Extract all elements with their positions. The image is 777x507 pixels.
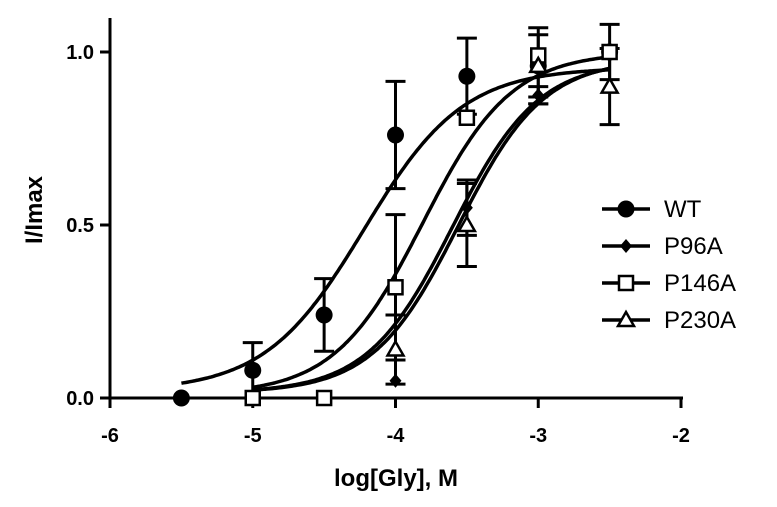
- data-point-p230a: [456, 214, 478, 233]
- legend-label-p146a: P146A: [664, 270, 736, 297]
- data-point-p146a: [315, 389, 333, 407]
- x-tick-label: -2: [672, 425, 690, 447]
- data-point-p96a: [460, 200, 473, 215]
- data-point-p230a: [528, 55, 549, 74]
- data-point-p146a: [244, 389, 261, 407]
- data-point-p96a: [389, 373, 402, 388]
- error-bars: [242, 22, 620, 400]
- data-point-p146a: [458, 109, 476, 126]
- y-tick-label: 0.5: [66, 215, 94, 237]
- data-point-wt: [172, 389, 190, 407]
- data-point-p230a: [385, 339, 406, 357]
- data-point-wt: [458, 67, 476, 85]
- x-tick-label: -4: [387, 425, 406, 447]
- data-point-p230a: [599, 76, 620, 94]
- legend-marker-p146a: [617, 274, 635, 292]
- y-tick-label: 0.0: [66, 388, 94, 410]
- x-tick-label: -3: [529, 425, 547, 447]
- y-tick-label: 1.0: [66, 42, 94, 64]
- data-point-p96a: [532, 88, 545, 103]
- legend-label-wt: WT: [664, 196, 702, 223]
- legend-marker-p230a: [615, 309, 637, 328]
- legend-marker-p96a: [620, 239, 632, 253]
- fit-curve-p146a: [252, 55, 610, 390]
- data-point-wt: [387, 126, 404, 144]
- y-axis-title: I/Imax: [21, 175, 48, 244]
- data-point-p146a: [601, 43, 618, 61]
- legend-marker-wt: [617, 200, 635, 218]
- x-tick-label: -5: [244, 425, 262, 447]
- fit-curve-p96a: [252, 66, 610, 392]
- data-points: [172, 43, 620, 407]
- data-point-wt: [244, 361, 262, 379]
- legend: WT P96A P146A P230A: [602, 196, 736, 334]
- x-tick-label: -6: [101, 425, 119, 447]
- x-axis-title: log[Gly], M: [334, 465, 458, 492]
- legend-label-p96a: P96A: [664, 233, 723, 260]
- legend-label-p230a: P230A: [664, 307, 736, 334]
- data-point-wt: [315, 306, 333, 324]
- fit-curve-p230a: [252, 67, 610, 392]
- data-point-p146a: [387, 279, 404, 296]
- ticks: -6 -5 -4 -3 -2 0.0 0.5 1.0: [66, 42, 690, 447]
